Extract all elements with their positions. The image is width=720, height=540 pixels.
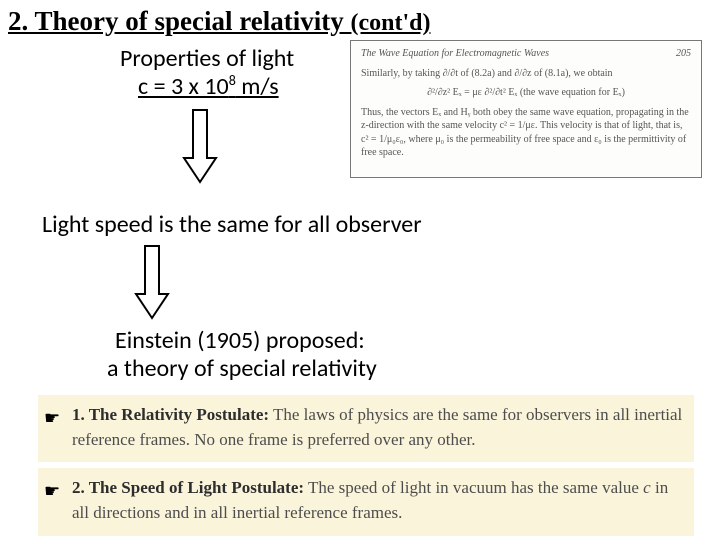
postulate-1: ☛ 1. The Relativity Postulate: The laws … [38,395,694,462]
p2-body-c: c [643,478,651,497]
c-eq-sup: 8 [229,72,236,89]
properties-line1: Properties of light [120,44,294,73]
postulate-2: ☛ 2. The Speed of Light Postulate: The s… [38,462,694,535]
textbook-para2: Thus, the vectors Eₓ and Hᵧ both obey th… [361,106,691,160]
einstein-line2: a theory of special relativity [107,354,377,383]
properties-line2: c = 3 x 108 m/s [138,72,279,101]
textbook-title: The Wave Equation for Electromagnetic Wa… [361,47,549,61]
p1-num: 1. [72,405,89,424]
p2-title: The Speed of Light Postulate: [89,478,304,497]
arrow-down-icon-1 [178,108,222,186]
textbook-page: 205 [676,47,691,61]
postulates-box: ☛ 1. The Relativity Postulate: The laws … [38,395,694,536]
p1-title: The Relativity Postulate: [89,405,269,424]
pointing-hand-icon: ☛ [44,403,72,452]
pointing-hand-icon: ☛ [44,476,72,525]
postulate-2-text: 2. The Speed of Light Postulate: The spe… [72,476,684,525]
textbook-para1: Similarly, by taking ∂/∂t of (8.2a) and … [361,67,691,81]
slide-heading: 2. Theory of special relativity (cont'd) [8,6,430,37]
textbook-equation: ∂²/∂z² Eₓ = με ∂²/∂t² Eₓ (the wave equat… [361,86,691,100]
c-eq-post: m/s [236,72,279,101]
textbook-excerpt: The Wave Equation for Electromagnetic Wa… [350,40,702,178]
arrow-down-icon-2 [130,244,174,322]
postulate-1-text: 1. The Relativity Postulate: The laws of… [72,403,684,452]
p2-body-a: The speed of light in vacuum has the sam… [304,478,643,497]
c-eq-pre: c = 3 x 10 [138,72,229,101]
einstein-line1: Einstein (1905) proposed: [115,326,365,355]
lightspeed-text: Light speed is the same for all observer [42,210,422,239]
heading-contd: (cont'd) [350,10,430,36]
p2-num: 2. [72,478,89,497]
heading-main: 2. Theory of special relativity [8,6,350,36]
